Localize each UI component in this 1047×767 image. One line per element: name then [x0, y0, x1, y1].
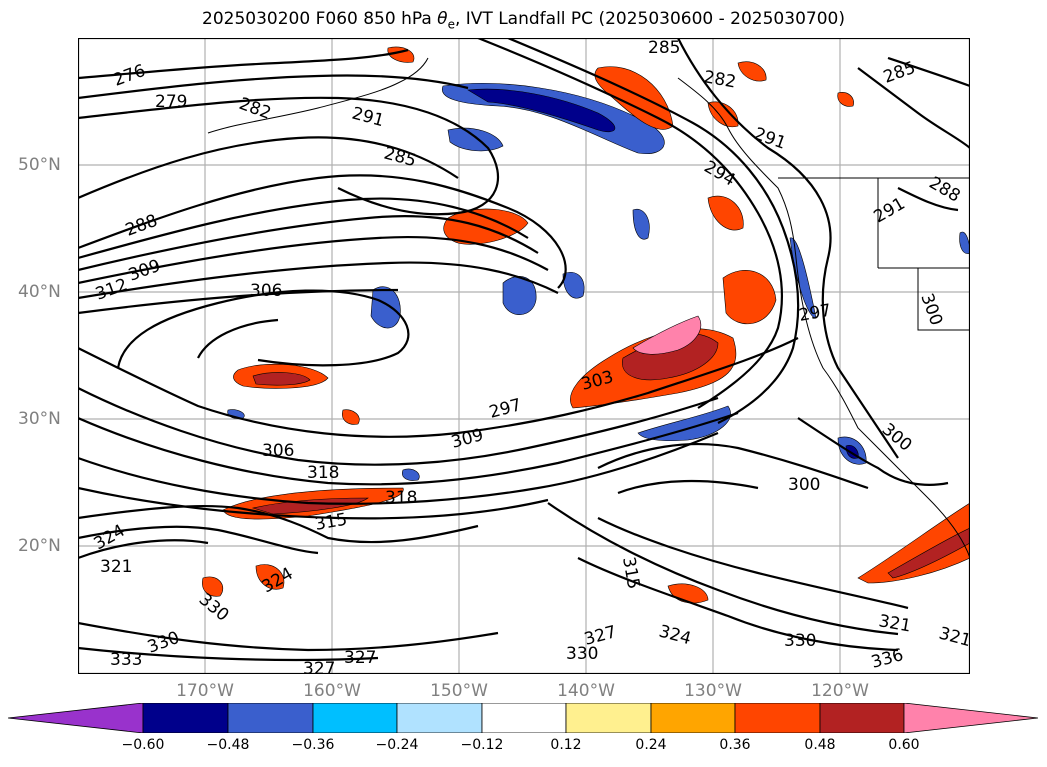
contour-label: 327 [303, 659, 335, 674]
title-prefix: 2025030200 F060 850 hPa [202, 9, 438, 29]
lat-label: 40°N [18, 282, 61, 302]
lat-label: 50°N [18, 155, 61, 175]
contour-label: 300 [788, 475, 820, 495]
colorbar-segment [481, 703, 567, 733]
contour-label: 285 [648, 38, 680, 58]
lon-label: 160°W [303, 681, 361, 701]
coastlines [207, 57, 970, 559]
contour-label: 318 [307, 463, 339, 483]
colorbar-extend-max [903, 703, 1038, 733]
lon-label: 130°W [684, 681, 742, 701]
map-frame [78, 38, 970, 674]
colorbar-tick-label: −0.12 [460, 737, 504, 753]
colorbar-tick-label: 0.48 [804, 737, 836, 753]
colorbar-segment [227, 703, 314, 733]
chart-title: 2025030200 F060 850 hPa θe, IVT Landfall… [0, 9, 1047, 31]
map-panel: 276 279 282 291 285 288 309 312 306 297 … [78, 38, 970, 674]
contour-label: 333 [110, 650, 142, 670]
lon-label: 170°W [176, 681, 234, 701]
contour-label: 306 [250, 281, 282, 301]
lat-label: 30°N [18, 409, 61, 429]
colorbar-segment [650, 703, 736, 733]
title-suffix: , IVT Landfall PC (2025030600 - 20250307… [454, 9, 845, 29]
colorbar-tick-label: −0.36 [291, 737, 335, 753]
contour-label: 318 [385, 488, 417, 508]
colorbar-tick-label: 0.60 [888, 737, 920, 753]
contour-label: 330 [566, 644, 598, 664]
colorbar-tick-label: 0.36 [719, 737, 751, 753]
colorbar-tick-label: −0.60 [121, 737, 165, 753]
colorbar-segment [142, 703, 229, 733]
theta-symbol: θ [437, 9, 448, 29]
contour-label: 330 [784, 631, 816, 651]
theta-subscript: e [447, 17, 455, 32]
lon-label: 150°W [430, 681, 488, 701]
colorbar [8, 703, 1038, 733]
colorbar-tick-label: 0.12 [550, 737, 582, 753]
colorbar-tick-label: −0.24 [375, 737, 419, 753]
colorbar-segment [396, 703, 483, 733]
colorbar-segment [734, 703, 821, 733]
colorbar-tick-label: −0.48 [206, 737, 250, 753]
lon-label: 120°W [811, 681, 869, 701]
negative-pc-regions [227, 83, 970, 481]
lat-label: 20°N [18, 536, 61, 556]
contour-label: 279 [155, 92, 187, 112]
theta-e-contours [78, 38, 970, 662]
contour-label: 306 [262, 441, 294, 461]
contour-label: 321 [100, 557, 132, 577]
colorbar-tick-label: 0.24 [635, 737, 667, 753]
lon-label: 140°W [557, 681, 615, 701]
colorbar-segment [565, 703, 652, 733]
contour-label: 327 [344, 648, 376, 668]
colorbar-extend-min [8, 703, 144, 733]
colorbar-segment [312, 703, 398, 733]
colorbar-segment [819, 703, 905, 733]
